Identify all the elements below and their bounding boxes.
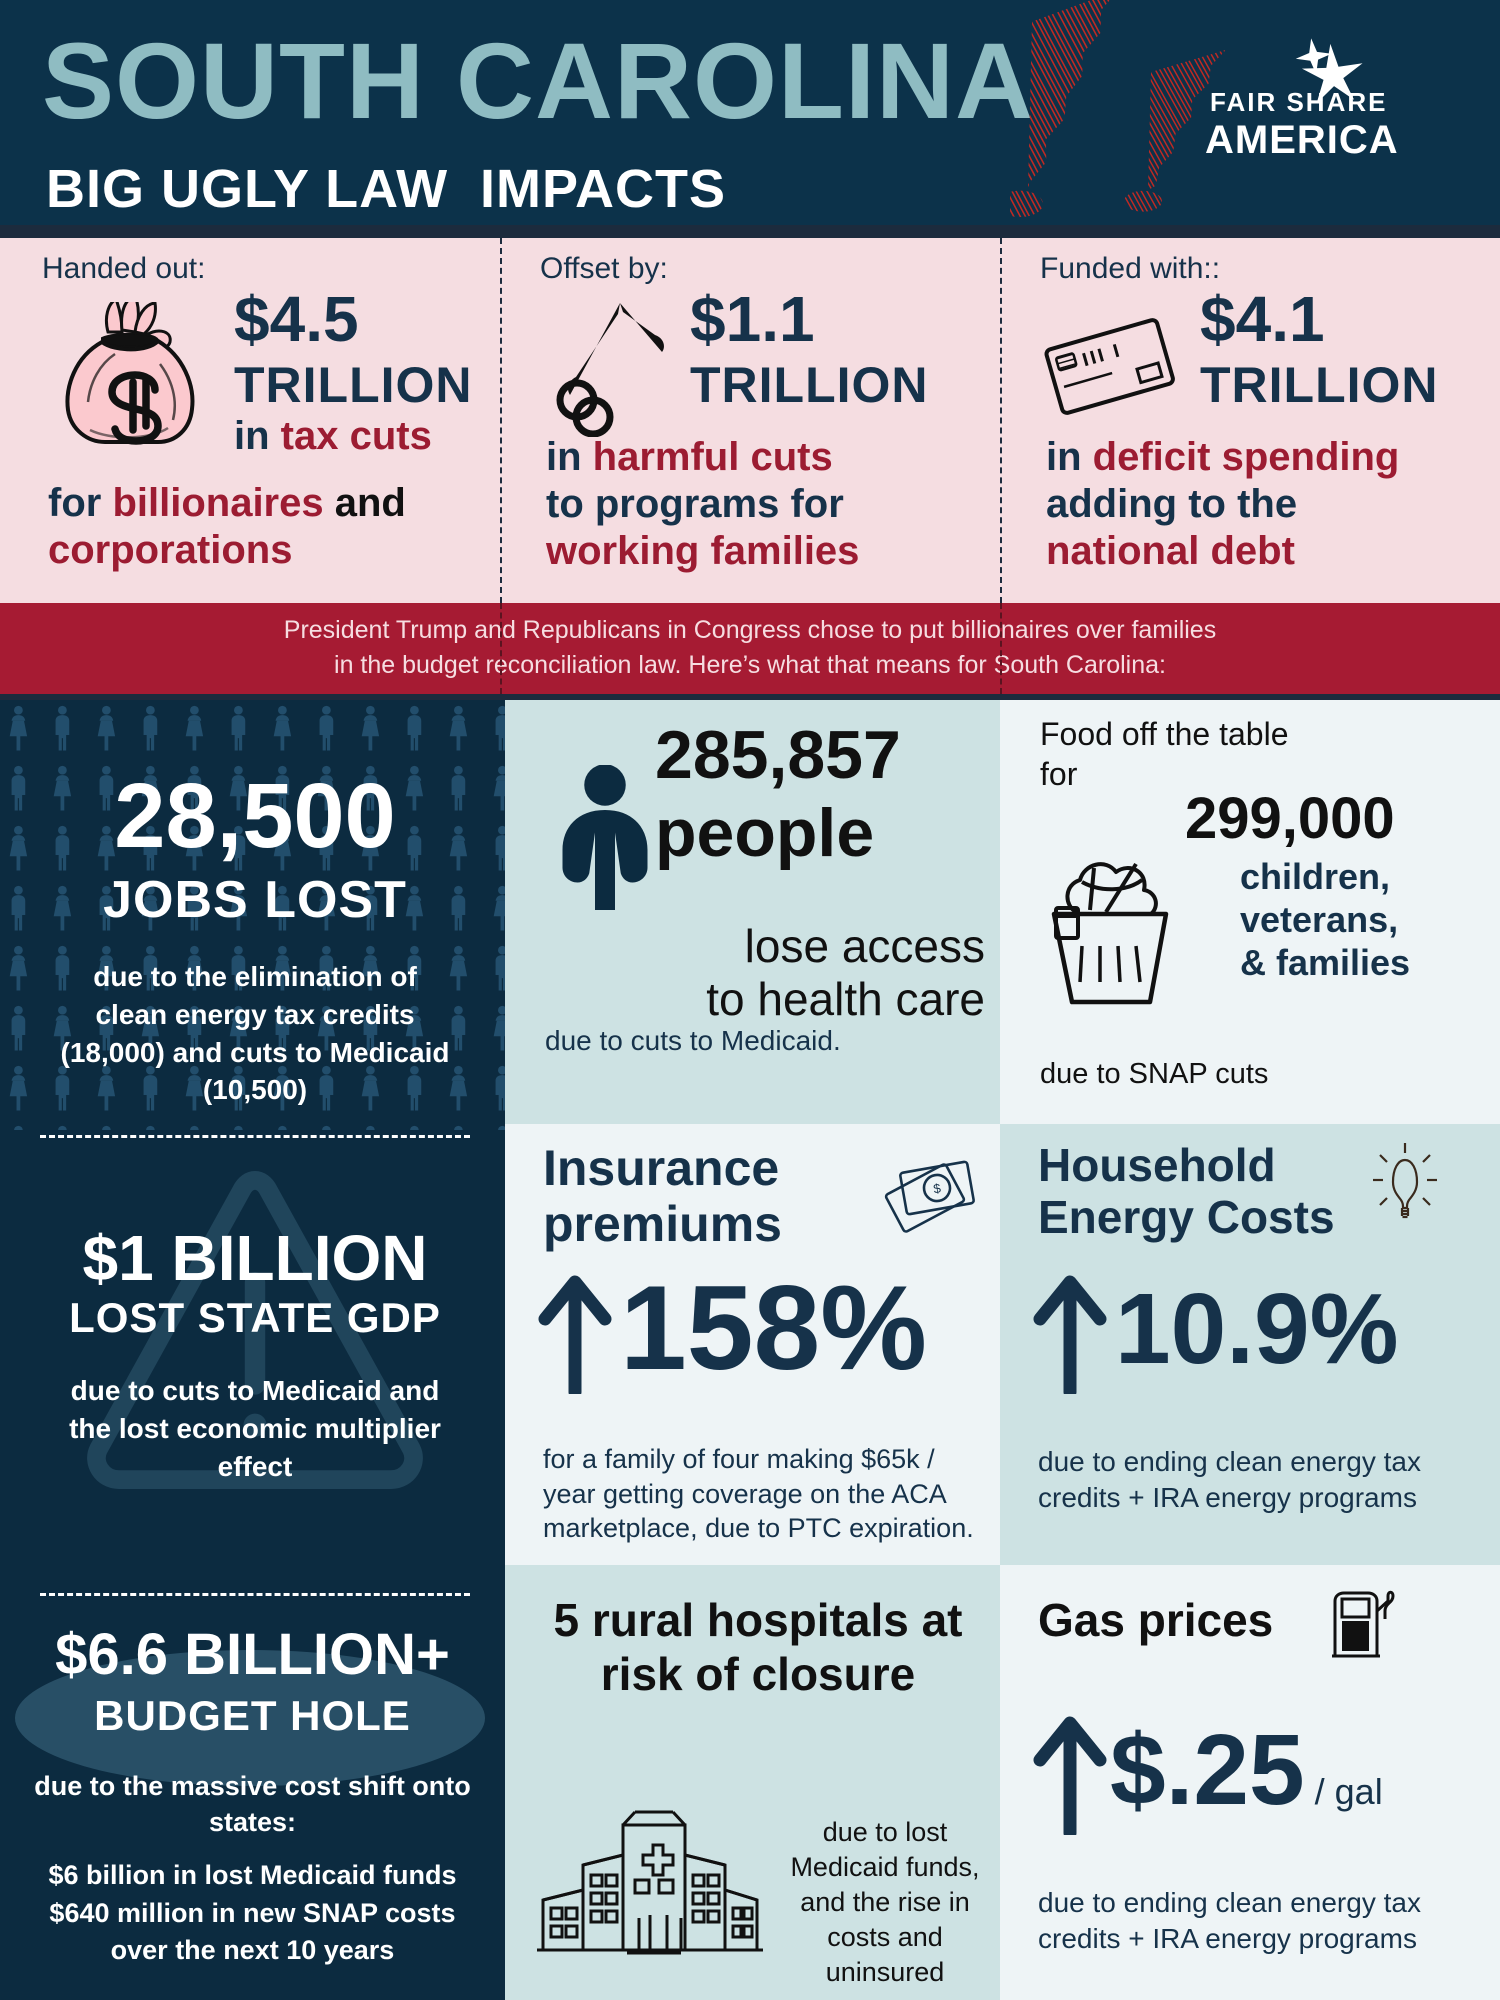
svg-text:$: $ (932, 1180, 942, 1196)
